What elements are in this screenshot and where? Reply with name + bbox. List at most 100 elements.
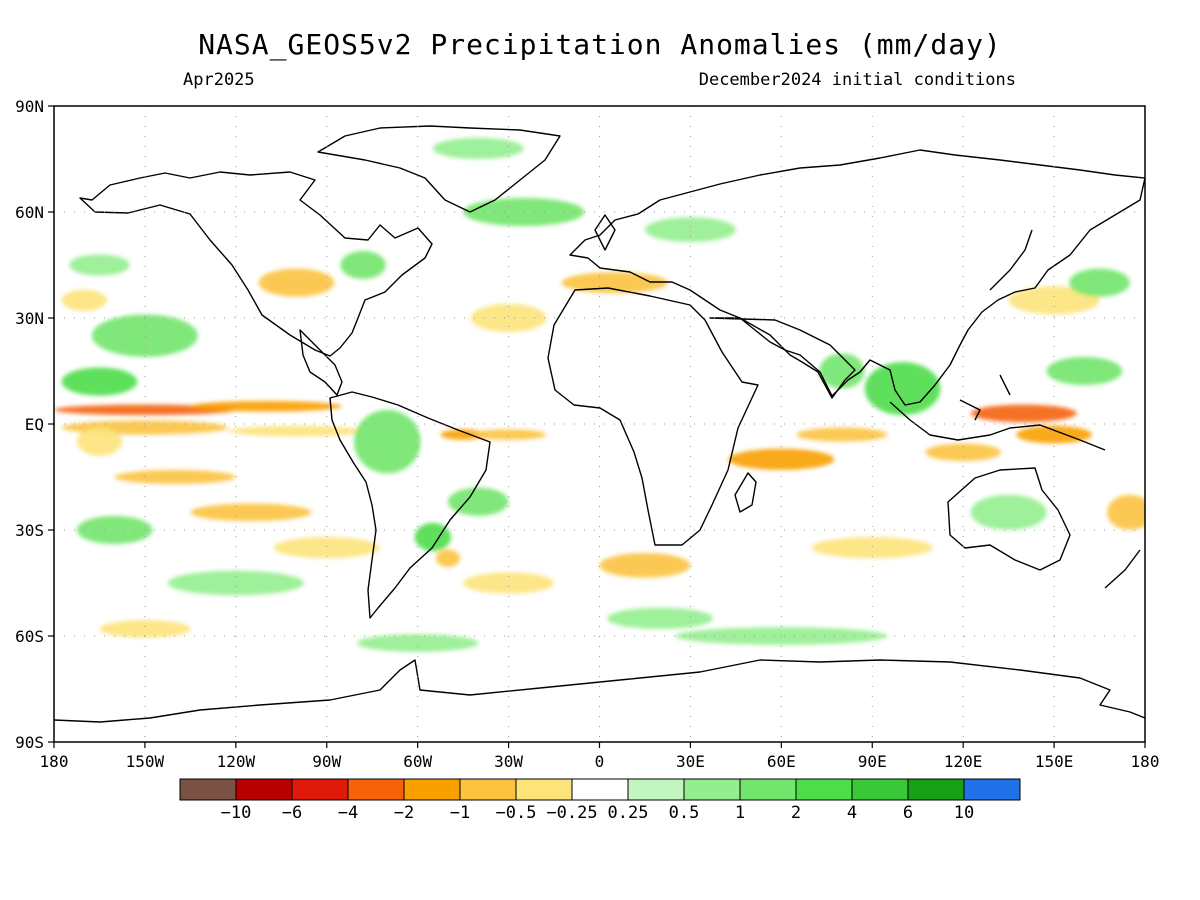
anomaly-region-9 <box>91 314 198 357</box>
lon-tick-label: 120E <box>944 752 983 771</box>
anomaly-region-40 <box>1107 494 1145 530</box>
coastline-north-america <box>79 171 433 357</box>
lat-tick-label: 60S <box>15 627 44 646</box>
colorbar-swatch <box>459 778 517 801</box>
anomaly-region-17 <box>414 522 452 552</box>
colorbar: −10 −6 −4 −2 −1 −0.5 −0.25 0.25 0.5 1 2 4 6 10 <box>179 778 1021 823</box>
anomaly-region-0 <box>54 404 236 416</box>
latitude-axis: 90N 60N 30N EQ 30S 60S 90S <box>15 97 54 752</box>
anomaly-region-12 <box>258 268 335 297</box>
colorbar-label: −2 <box>394 803 414 823</box>
colorbar-swatch <box>627 778 685 801</box>
anomaly-field <box>54 137 1145 652</box>
coastline-japan <box>989 229 1033 291</box>
anomaly-region-43 <box>99 620 191 638</box>
lat-tick-label: 30N <box>15 309 44 328</box>
coastline-greenland <box>317 125 561 213</box>
forecast-month: Apr2025 <box>183 70 255 90</box>
anomaly-region-20 <box>447 487 509 516</box>
coastline-africa <box>547 287 759 546</box>
coastline-south-america <box>329 391 491 619</box>
colorbar-swatch <box>291 778 349 801</box>
colorbar-swatch <box>851 778 909 801</box>
colorbar-swatch <box>795 778 853 801</box>
colorbar-label: −4 <box>338 803 358 823</box>
colorbar-label: 10 <box>954 803 974 823</box>
colorbar-label: 0.25 <box>608 803 649 823</box>
anomaly-region-5 <box>190 503 312 522</box>
colorbar-label: 2 <box>791 803 801 823</box>
colorbar-label: 1 <box>735 803 745 823</box>
coastline-arabia-india <box>709 317 856 399</box>
anomaly-region-18 <box>435 549 461 568</box>
anomaly-region-1 <box>190 401 342 412</box>
anomaly-region-23 <box>470 303 547 333</box>
colorbar-label: −1 <box>450 803 470 823</box>
coastline-british-isles <box>594 214 616 251</box>
lon-tick-label: 90E <box>858 752 887 771</box>
lon-tick-label: 30W <box>494 752 523 771</box>
coastlines <box>54 125 1145 723</box>
coastline-central-america <box>299 329 343 396</box>
anomaly-region-4 <box>114 469 236 485</box>
lat-tick-label: 30S <box>15 521 44 540</box>
colorbar-swatch <box>571 778 629 801</box>
anomaly-region-45 <box>61 289 108 311</box>
anomaly-region-31 <box>864 362 941 416</box>
anomaly-region-6 <box>273 537 380 559</box>
anomaly-region-21 <box>463 197 585 227</box>
colorbar-swatch <box>179 778 237 801</box>
lon-tick-label: 180 <box>40 752 69 771</box>
colorbar-swatch <box>963 778 1021 801</box>
lon-tick-label: 180 <box>1131 752 1160 771</box>
anomaly-region-15 <box>440 429 486 440</box>
lon-tick-label: 120W <box>217 752 256 771</box>
colorbar-label: −0.25 <box>546 803 597 823</box>
lat-tick-label: 90S <box>15 733 44 752</box>
lon-tick-label: 60E <box>767 752 796 771</box>
anomaly-region-37 <box>1008 286 1100 315</box>
colorbar-label: −0.5 <box>496 803 537 823</box>
lat-tick-label: 90N <box>15 97 44 116</box>
map-title: NASA_GEOS5v2 Precipitation Anomalies (mm… <box>198 28 1002 61</box>
colorbar-swatch <box>739 778 797 801</box>
colorbar-label: 0.5 <box>669 803 700 823</box>
anomaly-region-13 <box>340 250 386 280</box>
colorbar-swatch <box>235 778 293 801</box>
anomaly-region-25 <box>644 217 736 243</box>
colorbar-swatch <box>683 778 741 801</box>
anomaly-region-44 <box>69 254 130 276</box>
anomaly-region-8 <box>61 367 138 396</box>
colorbar-label: −6 <box>282 803 302 823</box>
anomaly-region-42 <box>357 634 479 652</box>
anomaly-region-14 <box>354 409 421 474</box>
colorbar-label: 6 <box>903 803 913 823</box>
coastline-antarctica <box>54 659 1145 723</box>
coastline-australia <box>947 467 1071 571</box>
anomaly-region-29 <box>796 427 888 442</box>
anomaly-region-28 <box>728 448 835 470</box>
graticule <box>54 106 1145 742</box>
lon-tick-label: 150E <box>1035 752 1074 771</box>
initial-conditions-label: December2024 initial conditions <box>698 70 1016 90</box>
lon-tick-label: 150W <box>126 752 165 771</box>
anomaly-region-19 <box>463 572 555 594</box>
anomaly-region-32 <box>819 353 865 389</box>
lat-tick-label: 60N <box>15 203 44 222</box>
colorbar-label: −10 <box>221 803 252 823</box>
anomaly-region-38 <box>1069 268 1130 297</box>
anomaly-region-16 <box>470 429 547 440</box>
anomaly-region-30 <box>811 537 933 559</box>
colorbar-swatch <box>403 778 461 801</box>
anomaly-region-22 <box>432 137 524 159</box>
colorbar-label: 4 <box>847 803 857 823</box>
colorbar-swatch <box>347 778 405 801</box>
lon-tick-label: 0 <box>595 752 605 771</box>
coastline-new-zealand <box>1104 549 1141 589</box>
anomaly-region-7 <box>76 427 123 456</box>
colorbar-swatch <box>515 778 573 801</box>
anomaly-region-3 <box>228 425 365 437</box>
anomaly-region-33 <box>970 404 1077 423</box>
lon-tick-label: 30E <box>676 752 705 771</box>
